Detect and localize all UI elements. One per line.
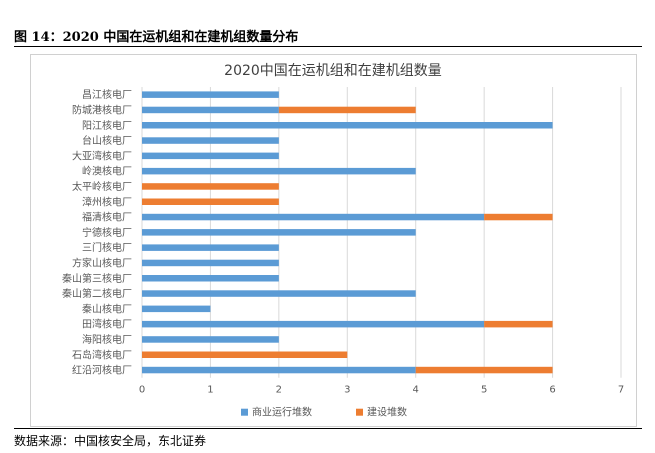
category-label: 昌江核电厂 xyxy=(82,88,132,101)
category-label: 宁德核电厂 xyxy=(82,226,132,239)
category-label: 秦山第二核电厂 xyxy=(62,287,132,300)
category-label: 秦山核电厂 xyxy=(82,302,132,315)
category-label: 红沿河核电厂 xyxy=(72,364,132,377)
category-label: 漳州核电厂 xyxy=(82,195,132,208)
bar-segment xyxy=(142,213,485,221)
bar-segment xyxy=(484,320,553,328)
bar-segment xyxy=(142,229,416,236)
category-label: 太平岭核电厂 xyxy=(72,180,132,193)
category-label: 大亚湾核电厂 xyxy=(72,149,132,162)
category-label: 台山核电厂 xyxy=(82,134,132,147)
category-label: 福清核电厂 xyxy=(82,211,132,224)
bar-segment xyxy=(415,366,553,374)
bar-segment xyxy=(142,122,553,129)
caption-rule xyxy=(14,46,642,47)
category-label: 三门核电厂 xyxy=(82,241,132,254)
bar-chart: 2020中国在运机组和在建机组数量 昌江核电厂防城港核电厂阳江核电厂台山核电厂大… xyxy=(62,63,624,419)
source-note: 数据来源：中国核安全局，东北证券 xyxy=(14,434,207,448)
category-label: 海阳核电厂 xyxy=(82,333,132,346)
legend-label: 建设堆数 xyxy=(367,406,407,419)
bar-segment xyxy=(278,106,416,114)
bars xyxy=(142,91,553,374)
chart-title: 2020中国在运机组和在建机组数量 xyxy=(224,63,442,79)
legend-label: 商业运行堆数 xyxy=(252,406,312,419)
x-tick-label: 3 xyxy=(344,385,350,396)
bar-segment xyxy=(142,198,279,205)
category-label: 石岛湾核电厂 xyxy=(72,348,132,361)
bar-segment xyxy=(142,137,279,144)
bar-segment xyxy=(142,259,279,267)
category-label: 阳江核电厂 xyxy=(82,119,132,132)
bar-segment xyxy=(484,213,553,221)
bar-segment xyxy=(142,351,348,358)
legend-swatch xyxy=(241,408,248,416)
x-tick-label: 5 xyxy=(481,385,487,396)
figure-caption: 图 14：2020 中国在运机组和在建机组数量分布 xyxy=(14,30,299,45)
x-tick-labels: 0 1 2 3 4 5 6 7 xyxy=(139,385,624,396)
category-label: 秦山第三核电厂 xyxy=(62,272,132,285)
bar-segment xyxy=(142,275,279,282)
source-rule xyxy=(14,428,642,429)
x-tick-label: 0 xyxy=(139,385,145,396)
bar-segment xyxy=(142,305,211,313)
bar-segment xyxy=(142,152,279,160)
bar-segment xyxy=(142,366,416,374)
category-label: 岭澳核电厂 xyxy=(82,165,132,178)
bar-segment xyxy=(142,244,279,251)
category-label: 方家山核电厂 xyxy=(72,256,132,269)
category-label: 防城港核电厂 xyxy=(72,103,132,116)
x-tick-label: 7 xyxy=(618,385,624,396)
x-tick-label: 1 xyxy=(207,385,213,396)
legend: 商业运行堆数 建设堆数 xyxy=(241,406,407,419)
bar-segment xyxy=(142,106,279,114)
bar-segment xyxy=(142,336,279,343)
x-tick-label: 4 xyxy=(413,385,419,396)
bar-segment xyxy=(142,290,416,297)
bar-segment xyxy=(142,183,279,190)
legend-swatch xyxy=(356,408,363,416)
chart-container: 2020中国在运机组和在建机组数量 昌江核电厂防城港核电厂阳江核电厂台山核电厂大… xyxy=(30,54,637,427)
x-tick-label: 6 xyxy=(549,385,555,396)
x-tick-label: 2 xyxy=(276,385,282,396)
category-labels: 昌江核电厂防城港核电厂阳江核电厂台山核电厂大亚湾核电厂岭澳核电厂太平岭核电厂漳州… xyxy=(62,88,132,376)
bar-segment xyxy=(142,91,279,98)
category-label: 田湾核电厂 xyxy=(82,318,132,331)
bar-segment xyxy=(142,320,485,328)
bar-segment xyxy=(142,167,416,175)
